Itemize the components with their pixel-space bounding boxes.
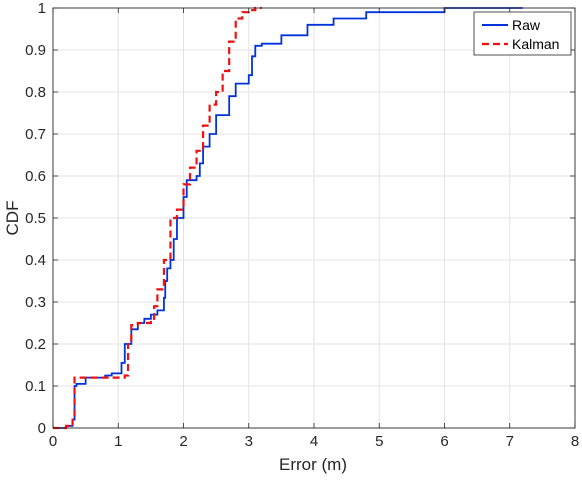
- y-tick-label: 0.8: [25, 84, 46, 101]
- x-tick-label: 6: [440, 433, 448, 450]
- legend-label-kalman: Kalman: [512, 36, 559, 52]
- ticks-layer: 0 1 2 3 4 5 6 7 8 0 0.1 0.2 0.3 0.4 0.5 0.6 0.7 0.8 0.9 1: [25, 0, 579, 450]
- x-axis-title: Error (m): [279, 455, 347, 474]
- y-tick-label: 0.7: [25, 126, 46, 143]
- grid-layer: [53, 8, 575, 428]
- legend-box: [473, 11, 572, 56]
- x-tick-label: 4: [310, 433, 318, 450]
- x-tick-label: 5: [375, 433, 383, 450]
- y-tick-label: 0.9: [25, 42, 46, 59]
- x-tick-label: 2: [179, 433, 187, 450]
- y-tick-label: 0.5: [25, 210, 46, 227]
- y-tick-label: 0: [38, 420, 46, 437]
- legend-label-raw: Raw: [512, 17, 541, 33]
- y-tick-label: 0.2: [25, 336, 46, 353]
- y-tick-label: 0.1: [25, 378, 46, 395]
- y-tick-label: 0.4: [25, 252, 46, 269]
- legend: Raw Kalman: [473, 11, 572, 56]
- y-tick-label: 0.3: [25, 294, 46, 311]
- x-tick-label: 7: [506, 433, 514, 450]
- x-tick-label: 0: [49, 433, 57, 450]
- x-tick-label: 3: [245, 433, 253, 450]
- y-tick-label: 0.6: [25, 168, 46, 185]
- y-axis-title: CDF: [3, 201, 22, 236]
- x-tick-label: 8: [571, 433, 579, 450]
- series-line-kalman: [53, 6, 262, 430]
- y-tick-label: 1: [38, 0, 46, 17]
- x-tick-label: 1: [114, 433, 122, 450]
- series-layer: [53, 6, 523, 430]
